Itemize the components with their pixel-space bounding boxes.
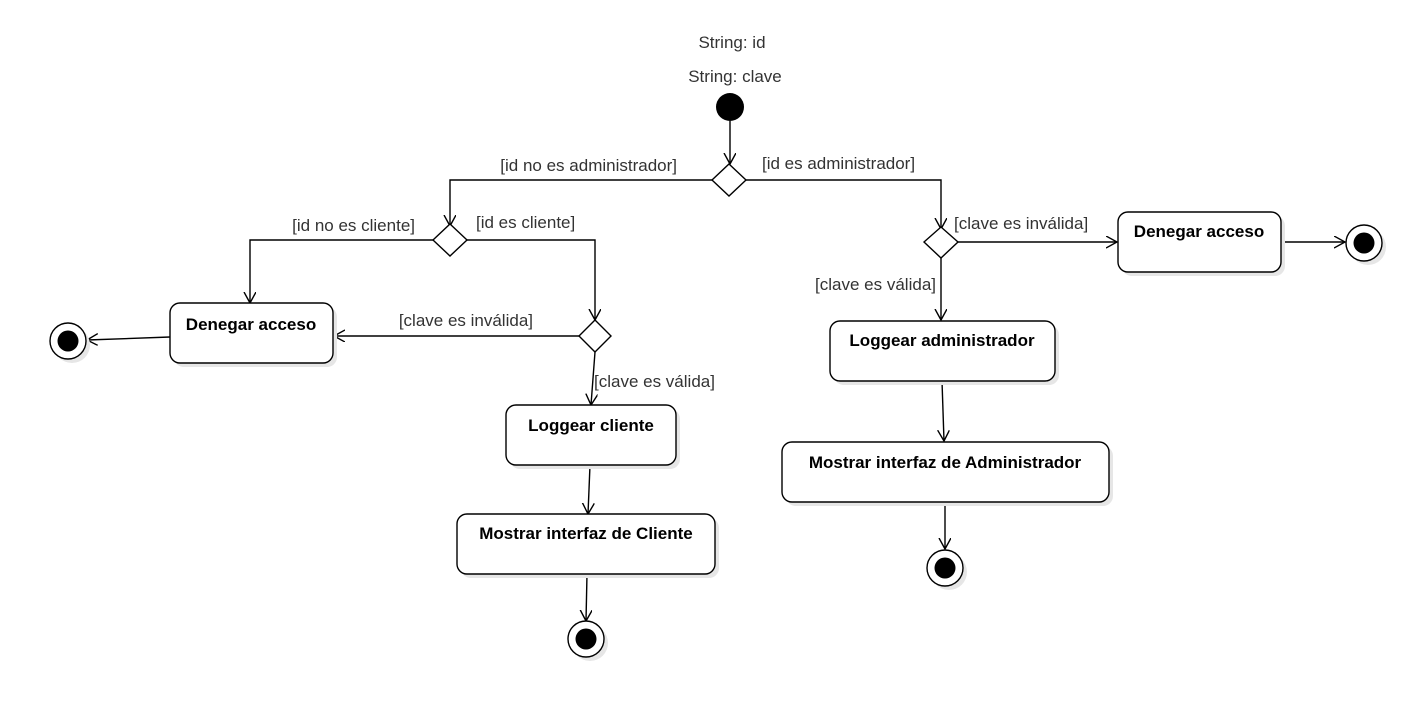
activity-deny-client: Denegar acceso [169,302,337,367]
guard-id-not-client: [id no es cliente] [292,216,415,235]
activity-show-admin: Mostrar interfaz de Administrador [781,441,1113,506]
guard-client-key-invalid: [clave es inválida] [399,311,533,330]
guard-admin-key-invalid: [clave es inválida] [954,214,1088,233]
activity-deny-admin: Denegar acceso [1117,211,1285,276]
decision-admin-key [922,226,960,259]
initial-node [716,93,744,121]
edge-to-client-check [450,179,712,226]
activity-login-client-label: Loggear cliente [528,416,654,435]
guard-id-not-admin: [id no es administrador] [500,156,677,175]
decision-client-key [578,319,612,353]
edge-not-client [250,239,433,303]
activity-login-admin: Loggear administrador [829,320,1059,385]
activity-login-client: Loggear cliente [505,404,680,469]
edges [87,121,1345,621]
edge-is-client [467,239,595,320]
guard-id-client: [id es cliente] [476,213,575,232]
edge-client-key-valid [591,351,595,405]
final-node-client [567,620,608,661]
edge-login-to-show-client [588,464,590,514]
final-node-admin [926,549,967,590]
edge-to-admin-check [746,179,941,229]
activity-login-admin-label: Loggear administrador [849,331,1035,350]
guard-client-key-valid: [clave es válida] [594,372,715,391]
final-node-deny-admin [1345,224,1386,265]
activity-deny-client-label: Denegar acceso [186,315,316,334]
activity-show-client: Mostrar interfaz de Cliente [456,513,719,578]
activity-show-admin-label: Mostrar interfaz de Administrador [809,453,1082,472]
decision-role [710,163,748,197]
activity-show-client-label: Mostrar interfaz de Cliente [479,524,693,543]
input-param-clave: String: clave [688,67,782,86]
guard-id-admin: [id es administrador] [762,154,915,173]
final-node-deny-client [49,322,90,363]
guard-admin-key-valid: [clave es válida] [815,275,936,294]
edge-show-client-end [586,573,587,621]
input-param-id: String: id [698,33,765,52]
edge-login-to-show-admin [942,380,944,441]
decision-client-id [431,223,469,257]
edge-deny-client-end [87,337,171,340]
activity-deny-admin-label: Denegar acceso [1134,222,1264,241]
